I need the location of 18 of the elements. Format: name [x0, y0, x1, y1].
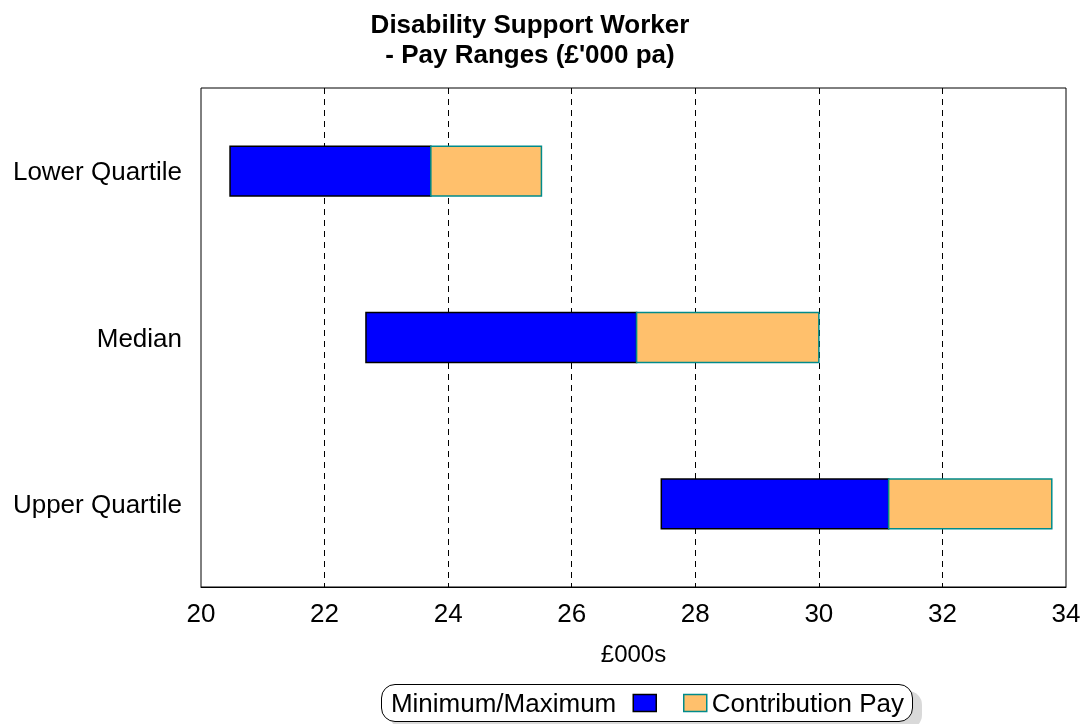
x-tick-label: 28 — [680, 598, 710, 628]
bar — [887, 478, 1053, 530]
x-tick-label: 22 — [310, 598, 340, 628]
chart-title: Disability Support Worker - Pay Ranges (£'000 pa) — [370, 9, 690, 69]
x-tick-label: 26 — [557, 598, 587, 628]
legend-label: Contribution Pay — [711, 688, 904, 718]
bar — [635, 311, 820, 364]
y-tick-label: Upper Quartile — [12, 488, 182, 519]
y-tick-label: Median — [96, 322, 182, 353]
x-tick-label: 30 — [804, 598, 834, 628]
y-tick-label: Lower Quartile — [12, 156, 182, 187]
x-tick-label: 24 — [433, 598, 463, 628]
x-tick-label: 20 — [186, 598, 216, 628]
text: Minimum/Maximum — [390, 688, 617, 718]
bar — [430, 145, 543, 197]
x-axis-title: £000s — [600, 639, 667, 667]
x-tick-label: 34 — [1051, 598, 1081, 628]
x-tick-label: 32 — [927, 598, 957, 628]
